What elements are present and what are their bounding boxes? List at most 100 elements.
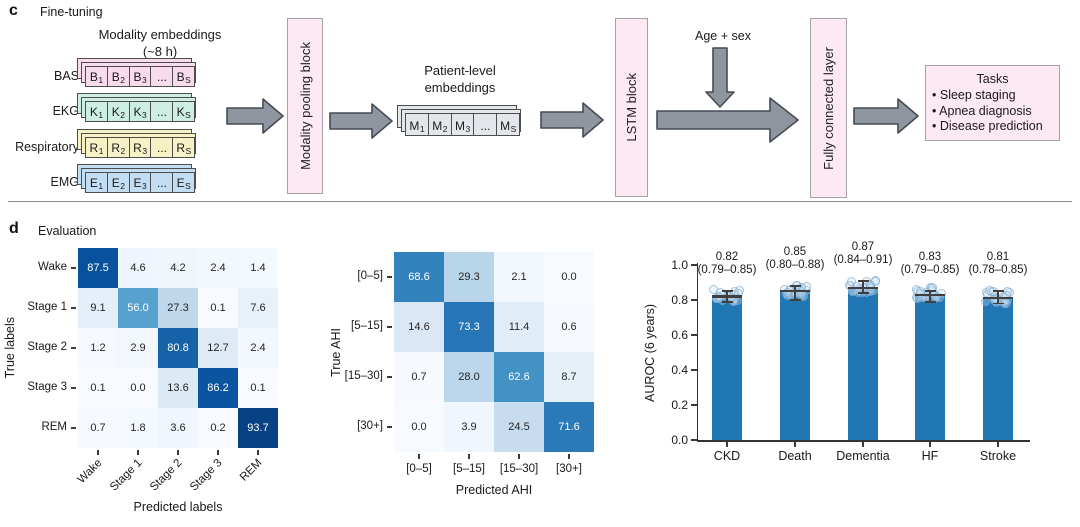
heatmap-cell: 0.0 [394,402,444,452]
embedding-cell-text: R [111,141,121,155]
error-bar-cap-top [721,290,733,293]
error-bar-cap-top [924,290,936,293]
category-label: CKD [713,449,741,463]
heatmap-cell: 86.2 [198,368,238,408]
modality-embeddings-title: Modality embeddings (~8 h) [60,26,260,60]
flow-arrow-right-icon [656,97,799,143]
x-tick-mark [418,454,420,459]
heatmap-cell: 3.6 [158,408,198,448]
y-tick-mark [71,307,76,309]
bar [712,296,742,440]
panel-c-label: c [9,2,18,19]
modality-pooling-block-label: Modality pooling block [297,42,313,170]
heatmap-ylabel-text: True labels [3,317,17,379]
heatmap-cell: 0.1 [198,288,238,328]
embedding-cell-subscript: S [510,124,517,134]
sleep-staging-confusion-matrix: 87.5 4.6 4.2 2.4 1.4 9.1 56.0 27.3 0.1 7.6 1.2 2.9 8… [3,248,278,514]
modality-embeddings-title-line1: Modality embeddings [98,27,222,42]
error-bar-cap-bottom [924,300,936,303]
modality-pooling-block: Modality pooling block [287,18,323,194]
fully-connected-layer-label: Fully connected layer [821,46,836,170]
heatmap-cell: 1.8 [118,408,158,448]
tasks-title: Tasks [976,72,1009,86]
heatmap-cell: 2.4 [198,248,238,288]
bar-annotation: 0.83 (0.79–0.85) [875,251,985,277]
error-bar-cap-bottom [857,292,869,294]
embedding-cell-text: R [89,141,99,155]
x-tick-mark [997,442,999,447]
heatmap-cell: 2.1 [494,252,544,302]
bar [915,294,945,440]
heatmap-cell: 2.4 [238,328,278,368]
heatmap-cell: 4.2 [158,248,198,288]
y-tick-mark [387,326,392,328]
heatmap-cell: 80.8 [158,328,198,368]
scatter-dot [846,277,856,287]
y-tick-label: 0.2 [671,398,688,412]
heatmap-cell: 0.7 [394,352,444,402]
age-sex-label: Age + sex [695,29,751,43]
category-label: Dementia [836,449,890,463]
y-tick-mark [691,404,697,406]
x-tick-mark [929,442,931,447]
heatmap-cell: 56.0 [118,288,158,328]
y-tick-label: 0.8 [671,293,688,307]
error-bar-line [929,291,931,302]
bar-value-label: 0.87 [851,240,875,253]
y-tick-mark [691,439,697,441]
heatmap-row-label: [0–5] [357,270,383,282]
heatmap-ylabel: True AHI [328,252,344,452]
heatmap-cell: 12.7 [198,328,238,368]
heatmap-cell: 27.3 [158,288,198,328]
x-tick-mark [468,454,470,459]
x-tick-mark [217,450,219,455]
embedding-cell-subscript: 2 [120,75,125,85]
y-tick-mark [71,267,76,269]
bar [983,298,1013,440]
panel-d-title: Evaluation [38,224,97,238]
error-bar-cap-top [857,279,869,282]
heatmap-row-label: Stage 2 [27,341,67,353]
embedding-cell-subscript: 1 [98,181,104,191]
heatmap-cell: 0.0 [118,368,158,408]
bar-annotation: 0.85 (0.80–0.88) [740,246,850,272]
embedding-cell-subscript: S [185,110,191,120]
category-label: HF [921,449,939,463]
heatmap-row-label: [5–15] [351,320,383,332]
x-tick-mark [794,442,796,447]
y-tick-mark [691,264,697,266]
embedding-cell-subscript: 3 [142,181,147,191]
y-tick-label: 0.6 [671,328,688,342]
embedding-cell-text: ... [480,119,491,133]
embedding-cell-text: R [176,141,185,155]
embedding-cell: ... [150,137,174,158]
heatmap-row-label: [15–30] [344,370,383,382]
modality-embeddings-title-line2: (~8 h) [142,44,178,59]
embedding-cell-subscript: 3 [142,146,148,156]
embedding-cell-text: ... [156,70,167,84]
heatmap-row-label: Stage 1 [27,301,67,313]
heatmap-cell: 0.2 [198,408,238,448]
heatmap-row-label: REM [41,421,67,433]
patient-level-embeddings-title: Patient-level embeddings [385,62,535,96]
task-item: Apnea diagnosis [932,104,1059,120]
y-tick-label: 0.0 [671,433,688,447]
panel-d-label: d [9,220,19,237]
heatmap-cell: 0.0 [544,252,594,302]
y-tick-mark [691,299,697,301]
bar-annotation: 0.87 (0.84–0.91) [808,241,918,267]
heatmap-cell: 0.6 [544,302,594,352]
bar-ci-label: (0.78–0.85) [968,264,1028,277]
heatmap-cell: 13.6 [158,368,198,408]
flow-arrow-right-icon [540,102,604,138]
heatmap-xlabel: Predicted AHI [455,483,533,497]
x-tick-mark [97,450,99,455]
x-tick-mark [137,450,139,455]
bar-ci-label: (0.79–0.85) [697,264,757,277]
heatmap-cell: 0.1 [78,368,118,408]
error-bar-cap-bottom [789,299,801,301]
